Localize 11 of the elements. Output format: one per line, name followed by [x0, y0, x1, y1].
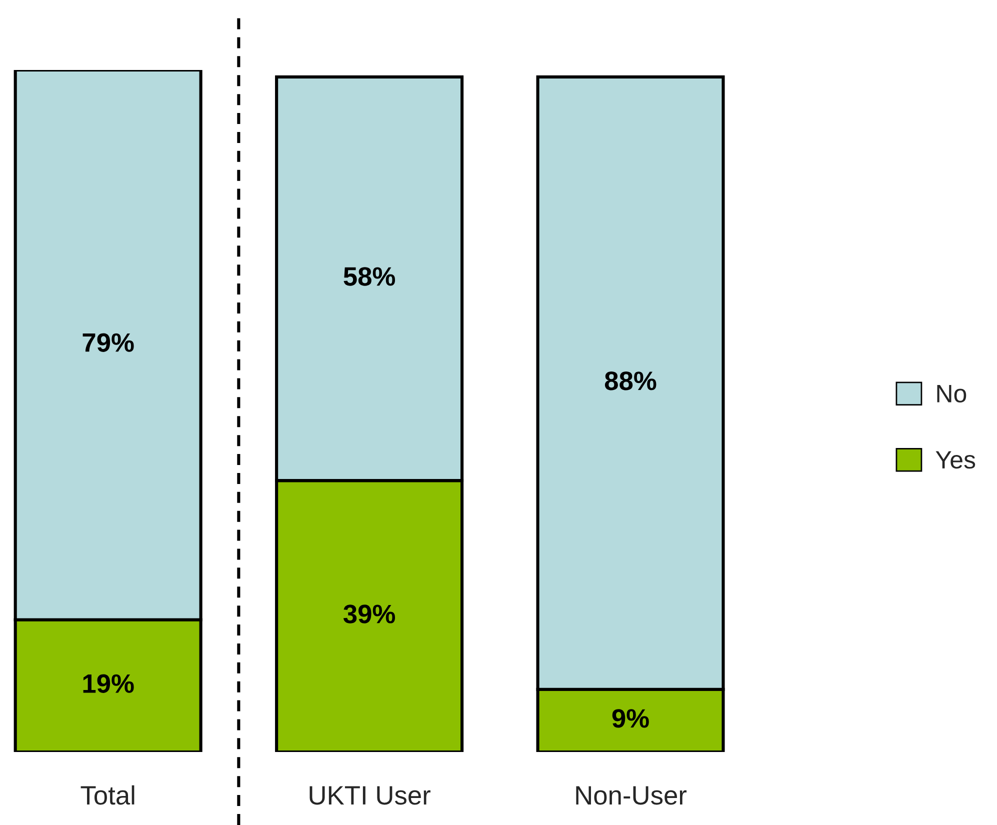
data-label: 9% [612, 709, 649, 728]
legend-label: No [937, 385, 966, 402]
data-label: 39% [343, 604, 395, 624]
data-label: 58% [344, 267, 395, 286]
data-label: 88% [604, 372, 656, 390]
x-tick-label: Total [80, 785, 134, 805]
x-tick-label: UKTI User [310, 786, 430, 805]
legend-label: Yes [936, 451, 976, 469]
x-tick-label: Non-User [576, 786, 687, 805]
data-label: 79% [82, 333, 134, 352]
data-label: 19% [83, 674, 134, 693]
